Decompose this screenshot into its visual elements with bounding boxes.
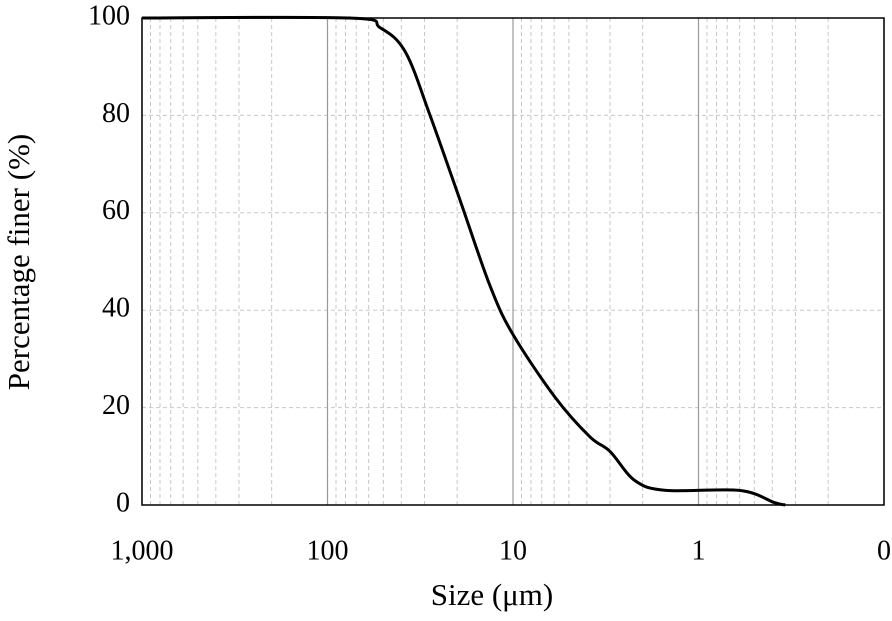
y-tick-label: 60 xyxy=(102,195,130,226)
x-tick-label: 10 xyxy=(499,535,527,566)
x-axis-label: Size (μm) xyxy=(431,577,554,612)
data-line xyxy=(141,15,786,507)
y-tick-label: 20 xyxy=(102,390,130,421)
x-tick-label: 0 xyxy=(877,535,891,566)
plot-frame xyxy=(141,17,885,506)
y-tick-label: 80 xyxy=(102,98,130,129)
y-tick-label: 100 xyxy=(88,0,130,31)
y-tick-label: 0 xyxy=(116,487,130,518)
x-tick-label: 1,000 xyxy=(111,535,174,566)
x-tick-label: 1 xyxy=(692,535,706,566)
y-axis-label: Percentage finer (%) xyxy=(1,134,36,390)
x-tick-label: 100 xyxy=(307,535,349,566)
y-tick-label: 40 xyxy=(102,293,130,324)
